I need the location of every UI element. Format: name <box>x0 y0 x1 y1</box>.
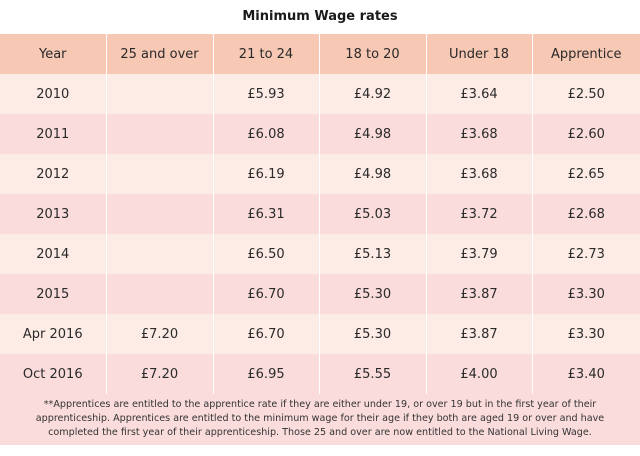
cell-under-18: £3.72 <box>426 194 533 234</box>
header-row: Year 25 and over 21 to 24 18 to 20 Under… <box>0 34 640 74</box>
column-header-18-to-20: 18 to 20 <box>319 34 427 74</box>
cell-25-and-over <box>106 234 214 274</box>
cell-21-to-24: £6.19 <box>213 154 320 194</box>
cell-25-and-over <box>106 114 214 154</box>
cell-18-to-20: £5.55 <box>319 354 427 394</box>
cell-apprentice: £2.50 <box>567 86 605 102</box>
table-row: 2012 £6.19 £4.98 £3.68 £2.65 <box>0 154 640 194</box>
cell-18-to-20: £4.98 <box>319 154 427 194</box>
cell-under-18: £3.68 <box>426 154 533 194</box>
cell-apprentice: £2.73 <box>567 246 605 262</box>
table-row: Oct 2016 £7.20 £6.95 £5.55 £4.00 £3.40 <box>0 354 640 394</box>
cell-25-and-over: £7.20 <box>106 314 214 354</box>
cell-year: Oct 2016 <box>0 354 107 394</box>
cell-apprentice: £3.30 <box>567 286 605 302</box>
table-body: 2010 £5.93 £4.92 £3.64 £2.50 2011 £6.08 £4.98 £3… <box>0 74 640 394</box>
cell-21-to-24: £6.50 <box>213 234 320 274</box>
table-row: 2010 £5.93 £4.92 £3.64 £2.50 <box>0 74 640 114</box>
cell-year: 2012 <box>0 154 107 194</box>
cell-18-to-20: £5.30 <box>319 314 427 354</box>
table-row: 2013 £6.31 £5.03 £3.72 £2.68 <box>0 194 640 234</box>
cell-apprentice: £2.65 <box>567 166 605 182</box>
cell-18-to-20: £5.30 <box>319 274 427 314</box>
footnote: **Apprentices are entitled to the appren… <box>0 394 640 445</box>
cell-apprentice: £2.60 <box>567 126 605 142</box>
cell-25-and-over <box>106 194 214 234</box>
cell-18-to-20: £5.13 <box>319 234 427 274</box>
cell-25-and-over <box>106 154 214 194</box>
cell-18-to-20: £5.03 <box>319 194 427 234</box>
cell-18-to-20: £4.98 <box>319 114 427 154</box>
table-row: 2015 £6.70 £5.30 £3.87 £3.30 <box>0 274 640 314</box>
cell-under-18: £3.68 <box>426 114 533 154</box>
column-header-under-18: Under 18 <box>426 34 533 74</box>
table-row: Apr 2016 £7.20 £6.70 £5.30 £3.87 £3.30 <box>0 314 640 354</box>
cell-apprentice: £3.40 <box>567 366 605 382</box>
column-header-year: Year <box>0 34 107 74</box>
column-header-21-to-24: 21 to 24 <box>213 34 320 74</box>
cell-18-to-20: £4.92 <box>319 74 427 114</box>
minimum-wage-table: Year 25 and over 21 to 24 18 to 20 Under… <box>0 34 640 394</box>
cell-21-to-24: £6.70 <box>213 274 320 314</box>
cell-25-and-over <box>106 274 214 314</box>
cell-21-to-24: £5.93 <box>213 74 320 114</box>
cell-year: 2014 <box>0 234 107 274</box>
cell-year: 2015 <box>0 274 107 314</box>
cell-year: 2010 <box>0 74 107 114</box>
table-row: 2011 £6.08 £4.98 £3.68 £2.60 <box>0 114 640 154</box>
cell-21-to-24: £6.31 <box>213 194 320 234</box>
column-header-25-and-over: 25 and over <box>106 34 214 74</box>
cell-25-and-over: £7.20 <box>106 354 214 394</box>
cell-21-to-24: £6.08 <box>213 114 320 154</box>
cell-under-18: £4.00 <box>426 354 533 394</box>
cell-under-18: £3.64 <box>426 74 533 114</box>
cell-21-to-24: £6.70 <box>213 314 320 354</box>
cell-21-to-24: £6.95 <box>213 354 320 394</box>
column-header-apprentice: Apprentice <box>550 46 622 62</box>
cell-apprentice: £3.30 <box>567 326 605 342</box>
cell-year: 2013 <box>0 194 107 234</box>
cell-under-18: £3.87 <box>426 314 533 354</box>
cell-year: 2011 <box>0 114 107 154</box>
cell-under-18: £3.87 <box>426 274 533 314</box>
table-title: Minimum Wage rates <box>242 9 398 24</box>
cell-under-18: £3.79 <box>426 234 533 274</box>
table-row: 2014 £6.50 £5.13 £3.79 £2.73 <box>0 234 640 274</box>
cell-apprentice: £2.68 <box>567 206 605 222</box>
cell-year: Apr 2016 <box>0 314 107 354</box>
cell-25-and-over <box>106 74 214 114</box>
